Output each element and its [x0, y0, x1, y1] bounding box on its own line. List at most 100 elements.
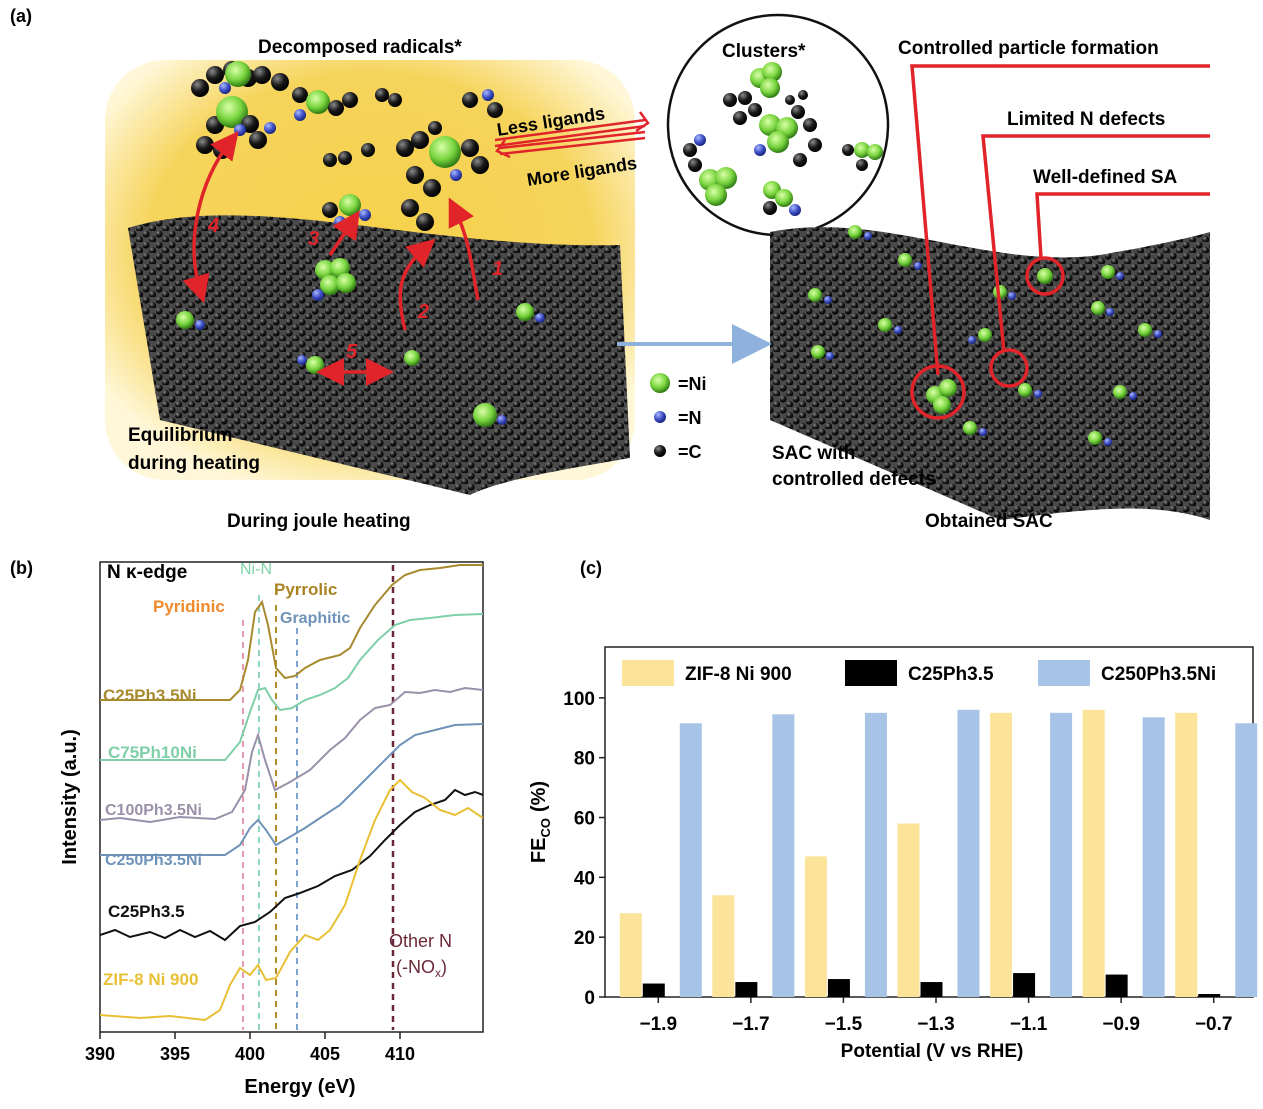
bar-c250ph3-5ni-4	[1050, 712, 1073, 997]
label-c250ph3-5ni: C250Ph3.5Ni	[105, 852, 202, 869]
controlled-particle-label: Controlled particle formation	[898, 38, 1159, 59]
c-xlabel: Potential (V vs RHE)	[841, 1041, 1024, 1062]
spectrum-c25ph3-5ni	[100, 564, 483, 701]
c-ytick-label: 0	[584, 988, 595, 1009]
equilibrium-label-1: Equilibrium	[128, 425, 233, 446]
b-xtick-400: 400	[235, 1044, 265, 1064]
b-xtick-410: 410	[385, 1044, 415, 1064]
graphitic-peak-label: Graphitic	[280, 610, 350, 627]
c-ylabel: FECO(%)	[528, 781, 553, 863]
c-legend: ZIF-8 Ni 900 C25Ph3.5 C250Ph3.5Ni	[622, 660, 1216, 686]
bar-zif-8-ni-900-4	[990, 712, 1013, 997]
panel-b: (b) C25Ph3.5Ni C75Ph10Ni C100Ph3.5Ni C25…	[10, 558, 484, 1098]
mechanism-arrows	[182, 131, 480, 386]
atom-legend: =Ni =N =C	[650, 373, 707, 462]
ni-atom-icon	[650, 373, 670, 393]
panel-b-frame	[99, 561, 484, 1033]
c-ytick-label: 80	[574, 749, 595, 770]
spectrum-zif8-ni-900	[100, 778, 483, 1022]
label-zif8-ni-900: ZIF-8 Ni 900	[103, 970, 198, 989]
step-5: 5	[346, 341, 358, 363]
c-xtick-label: −0.7	[1195, 1014, 1233, 1035]
c-xtick-label: −1.1	[1010, 1014, 1048, 1035]
panel-a-label: (a)	[10, 6, 32, 26]
c-bars	[619, 709, 1258, 997]
reference-lines	[242, 565, 395, 1030]
equilibrium-label-2: during heating	[128, 453, 260, 474]
spectrum-c250ph3-5ni	[100, 723, 483, 856]
bar-zif-8-ni-900-3	[897, 823, 920, 997]
c-xtick-label: −1.7	[732, 1014, 770, 1035]
bar-c250ph3-5ni-5	[1142, 717, 1165, 997]
legend-swatch-2	[1038, 660, 1090, 686]
legend-swatch-0	[622, 660, 674, 686]
bar-zif-8-ni-900-0	[619, 913, 642, 997]
panel-a: (a)	[10, 6, 1210, 532]
bar-zif-8-ni-900-2	[804, 856, 827, 997]
decomposed-radicals-label: Decomposed radicals*	[258, 37, 462, 58]
caption-obtained-sac: Obtained SAC	[925, 511, 1053, 532]
limited-n-defects-label: Limited N defects	[1007, 109, 1165, 130]
c-axes: −1.9 −1.7 −1.5 −1.3 −1.1 −0.9 −0.7 0 20 40 60 80 100	[563, 689, 1232, 1035]
step-4: 4	[207, 215, 219, 237]
n-k-edge-title: N κ-edge	[107, 562, 187, 583]
bar-c25ph3-5-3	[920, 982, 943, 997]
bar-c250ph3-5ni-6	[1235, 723, 1258, 997]
right-graphene-sheet	[770, 227, 1210, 521]
ni-n-peak-label: Ni-N	[240, 561, 272, 578]
caption-during-heating: During joule heating	[227, 511, 411, 532]
b-xlabel: Energy (eV)	[244, 1076, 355, 1098]
bar-zif-8-ni-900-5	[1082, 709, 1105, 997]
c-atom-icon	[654, 445, 666, 457]
panel-c-label: (c)	[580, 558, 602, 578]
label-c100ph3-5ni: C100Ph3.5Ni	[105, 802, 202, 819]
legend-label-1: C25Ph3.5	[908, 664, 994, 685]
spectra	[100, 564, 483, 1022]
c-xtick-label: −1.3	[917, 1014, 955, 1035]
clusters-inset: Clusters*	[666, 13, 890, 237]
bar-c25ph3-5-4	[1013, 973, 1036, 997]
pyrrolic-peak-label: Pyrrolic	[274, 580, 337, 599]
pyridinic-peak-label: Pyridinic	[153, 597, 225, 616]
other-n-label: Other N	[389, 931, 452, 951]
bar-c25ph3-5-2	[827, 979, 850, 997]
legend-label-2: C250Ph3.5Ni	[1101, 664, 1216, 685]
bar-c250ph3-5ni-1	[772, 714, 795, 997]
bar-c25ph3-5-5	[1105, 974, 1128, 997]
sample-labels: C25Ph3.5Ni C75Ph10Ni C100Ph3.5Ni C250Ph3…	[103, 686, 202, 989]
bar-c250ph3-5ni-0	[679, 723, 702, 997]
spectrum-c75ph10ni	[100, 613, 483, 761]
bar-c25ph3-5-6	[1198, 994, 1221, 997]
c-ytick-label: 60	[574, 809, 595, 830]
bar-c25ph3-5-0	[642, 983, 665, 997]
label-c25ph3-5: C25Ph3.5	[108, 902, 185, 921]
bar-c25ph3-5-1	[735, 982, 758, 997]
step-3: 3	[308, 228, 319, 250]
sac-label-2: controlled defects	[772, 469, 936, 490]
ligand-arrows	[494, 111, 650, 159]
n-atom-icon	[654, 411, 666, 423]
step-2: 2	[417, 301, 429, 323]
b-xtick-390: 390	[85, 1044, 115, 1064]
sac-label-1: SAC with	[772, 443, 855, 464]
c-ytick-label: 40	[574, 868, 595, 889]
b-ylabel: Intensity (a.u.)	[59, 729, 81, 865]
left-graphene-sheet	[128, 215, 630, 496]
c-ytick-label: 20	[574, 928, 595, 949]
c-ytick-label: 100	[563, 689, 595, 710]
step-numbers: 1 2 3 4 5	[207, 215, 503, 363]
legend-swatch-1	[845, 660, 897, 686]
legend-n: =N	[678, 408, 702, 428]
label-c25ph3-5ni: C25Ph3.5Ni	[103, 686, 197, 705]
nox-label: (-NOx)	[396, 957, 447, 980]
legend-ni: =Ni	[678, 374, 707, 394]
defect-callouts	[910, 64, 1210, 420]
well-defined-sa-label: Well-defined SA	[1033, 167, 1178, 188]
panel-b-label: (b)	[10, 558, 33, 578]
spectrum-c100ph3-5ni	[100, 686, 483, 824]
b-xtick-405: 405	[310, 1044, 340, 1064]
b-x-axis: 390 395 400 405 410 Energy (eV)	[85, 1032, 415, 1098]
bar-c250ph3-5ni-2	[864, 712, 887, 997]
clusters-label: Clusters*	[722, 41, 806, 62]
